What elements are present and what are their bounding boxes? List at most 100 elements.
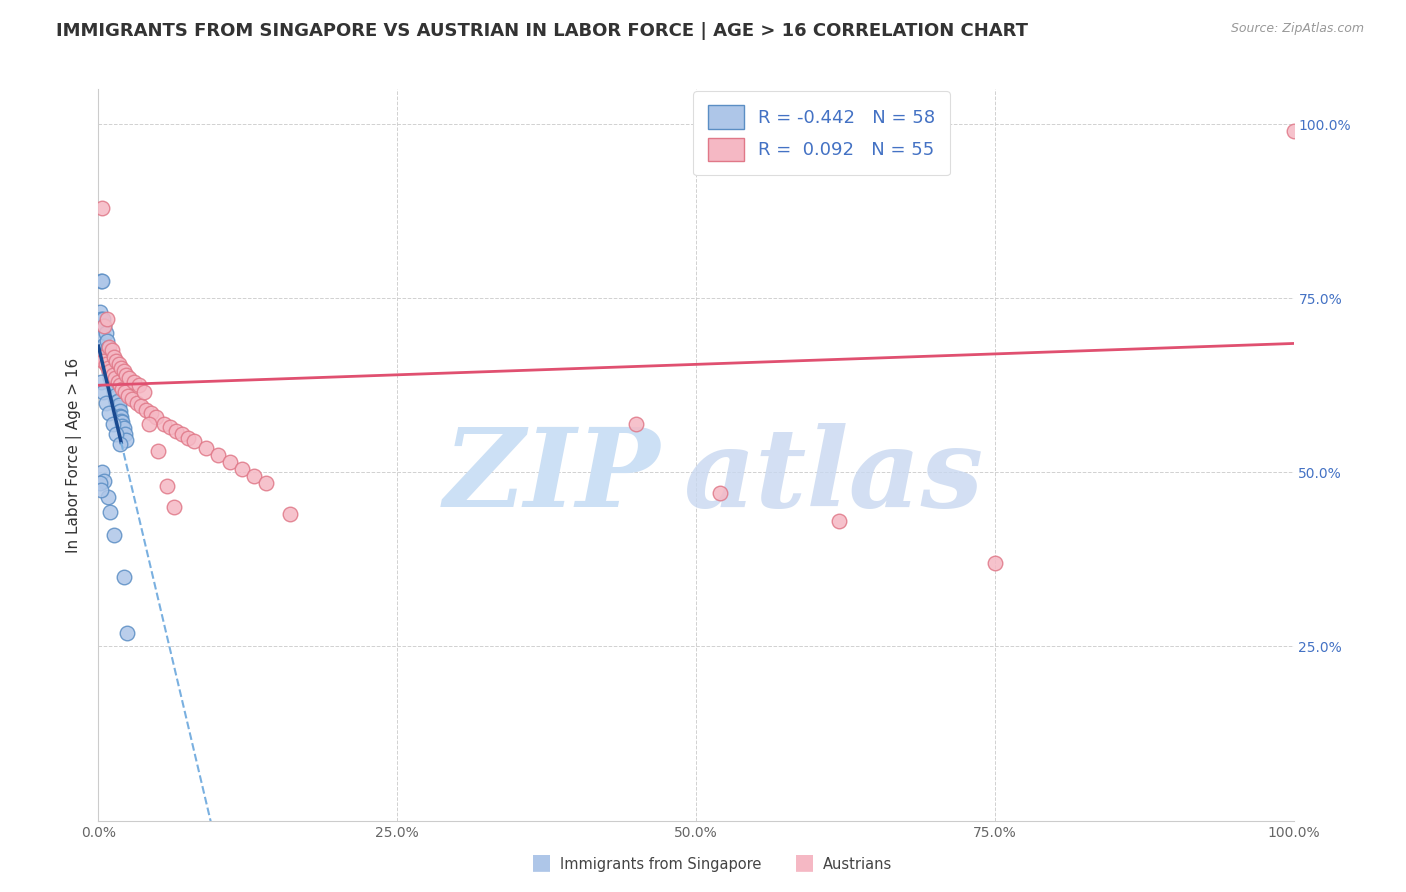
Point <box>93 475 115 489</box>
Point <box>97 490 120 504</box>
Point <box>105 388 128 402</box>
Point <box>103 376 125 390</box>
Point <box>159 420 181 434</box>
Point <box>177 430 200 444</box>
Point <box>626 417 648 431</box>
Point <box>132 385 155 400</box>
Point <box>91 312 114 326</box>
Point <box>115 625 138 640</box>
Point <box>110 360 132 375</box>
Point <box>100 363 122 377</box>
Y-axis label: In Labor Force | Age > 16: In Labor Force | Age > 16 <box>66 358 83 552</box>
Text: IMMIGRANTS FROM SINGAPORE VS AUSTRIAN IN LABOR FORCE | AGE > 16 CORRELATION CHAR: IMMIGRANTS FROM SINGAPORE VS AUSTRIAN IN… <box>56 22 1028 40</box>
Point <box>97 359 120 374</box>
Point <box>111 419 134 434</box>
Point <box>93 319 115 334</box>
Point <box>98 364 122 378</box>
Point <box>112 364 135 378</box>
Point <box>138 417 160 431</box>
Point <box>107 400 129 414</box>
Point <box>98 356 122 370</box>
Point <box>112 421 135 435</box>
Point <box>112 570 135 584</box>
Point <box>254 475 277 490</box>
Point <box>1282 124 1305 138</box>
Point <box>219 455 242 469</box>
Point <box>93 338 115 352</box>
Point <box>153 417 176 431</box>
Point <box>111 415 134 429</box>
Point <box>172 427 194 442</box>
Point <box>91 329 114 343</box>
Point <box>101 417 124 431</box>
Point <box>115 434 138 448</box>
Point <box>101 368 124 382</box>
Point <box>91 354 114 368</box>
Point <box>124 375 146 389</box>
Point <box>90 483 112 497</box>
Point <box>148 444 170 458</box>
Point <box>165 424 187 438</box>
Point <box>709 486 731 500</box>
Point <box>90 375 112 389</box>
Point <box>108 378 131 392</box>
Point <box>108 437 131 451</box>
Point <box>93 319 115 334</box>
Point <box>94 326 117 340</box>
Point <box>145 409 167 424</box>
Point <box>108 404 131 418</box>
Point <box>103 351 125 365</box>
Point <box>96 353 118 368</box>
Point <box>118 371 141 385</box>
Point <box>114 385 136 400</box>
Point <box>94 346 117 360</box>
Point <box>91 201 114 215</box>
Point <box>90 274 112 288</box>
Point <box>155 479 177 493</box>
Point <box>125 395 148 409</box>
Point <box>183 434 205 448</box>
Point <box>98 349 121 363</box>
Point <box>107 375 129 389</box>
Point <box>121 392 143 407</box>
Point <box>278 507 301 521</box>
Point <box>94 357 117 371</box>
Point <box>97 360 120 375</box>
Text: ■: ■ <box>531 853 551 872</box>
Point <box>94 395 117 409</box>
Point <box>96 312 118 326</box>
Point <box>828 514 851 528</box>
Point <box>90 351 112 365</box>
Text: atlas: atlas <box>685 423 984 531</box>
Point <box>110 409 132 424</box>
Point <box>104 371 127 385</box>
Text: ZIP: ZIP <box>443 423 661 531</box>
Point <box>90 312 112 326</box>
Point <box>89 475 111 490</box>
Point <box>89 305 111 319</box>
Point <box>131 399 153 413</box>
Point <box>107 399 129 413</box>
Point <box>111 382 134 396</box>
Point <box>103 528 125 542</box>
Point <box>103 385 125 400</box>
Point <box>91 319 114 334</box>
Point <box>98 406 121 420</box>
Point <box>96 334 118 348</box>
Point <box>207 448 229 462</box>
Point <box>91 274 114 288</box>
Text: Austrians: Austrians <box>823 857 891 872</box>
Point <box>195 441 218 455</box>
Point <box>231 462 253 476</box>
Point <box>100 376 122 391</box>
Point <box>91 466 114 480</box>
Point <box>101 381 124 395</box>
Point <box>91 385 114 400</box>
Point <box>101 369 124 384</box>
Text: Source: ZipAtlas.com: Source: ZipAtlas.com <box>1230 22 1364 36</box>
Point <box>115 368 138 382</box>
Point <box>97 342 120 356</box>
Point <box>108 409 131 423</box>
Point <box>139 406 162 420</box>
Point <box>98 505 122 519</box>
